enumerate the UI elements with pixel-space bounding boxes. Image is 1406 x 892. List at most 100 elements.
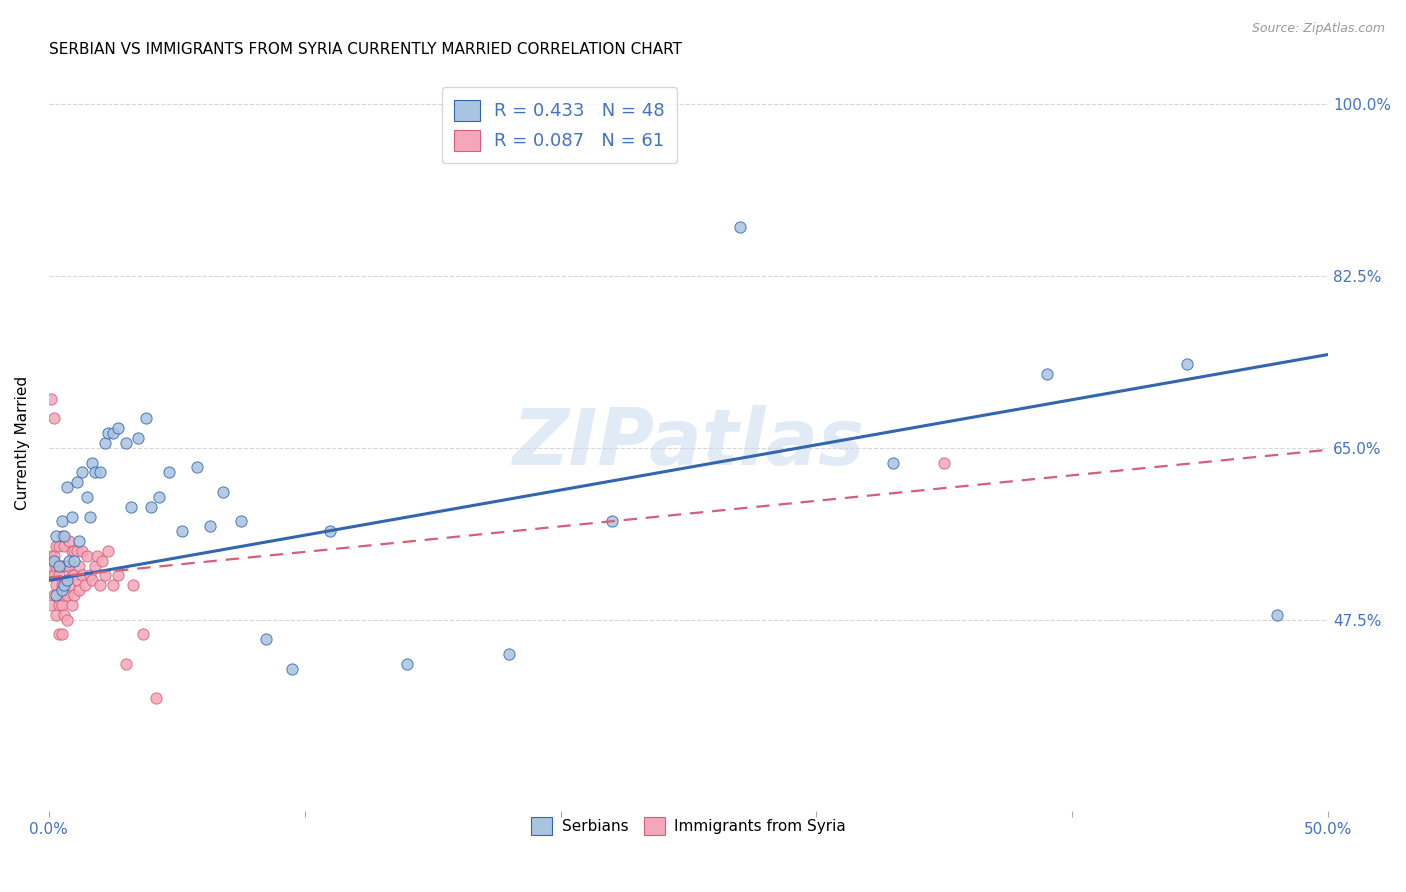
Point	[70, 544, 93, 558]
Point	[42, 549, 65, 563]
Point	[1035, 367, 1057, 381]
Point	[53, 529, 76, 543]
Point	[48, 627, 70, 641]
Point	[60, 568, 83, 582]
Point	[229, 515, 252, 529]
Point	[82, 574, 104, 588]
Point	[69, 534, 91, 549]
Point	[728, 219, 751, 234]
Point	[55, 574, 77, 588]
Point	[70, 568, 93, 582]
Point	[69, 558, 91, 573]
Point	[60, 598, 83, 612]
Point	[79, 509, 101, 524]
Point	[70, 466, 93, 480]
Point	[42, 554, 65, 568]
Point	[51, 558, 73, 573]
Point	[157, 466, 180, 480]
Point	[39, 598, 62, 612]
Point	[42, 588, 65, 602]
Point	[42, 568, 65, 582]
Point	[101, 578, 124, 592]
Point	[89, 578, 111, 592]
Point	[76, 549, 98, 563]
Point	[51, 515, 73, 529]
Point	[94, 436, 117, 450]
Point	[120, 500, 142, 514]
Point	[69, 583, 91, 598]
Point	[83, 466, 105, 480]
Point	[82, 456, 104, 470]
Point	[51, 627, 73, 641]
Point	[45, 578, 67, 592]
Point	[79, 568, 101, 582]
Point	[53, 539, 76, 553]
Point	[135, 411, 157, 425]
Point	[114, 436, 136, 450]
Point	[45, 558, 67, 573]
Point	[281, 662, 304, 676]
Point	[319, 524, 342, 539]
Point	[55, 613, 77, 627]
Point	[55, 588, 77, 602]
Point	[107, 421, 129, 435]
Point	[934, 456, 956, 470]
Point	[97, 426, 120, 441]
Point	[97, 544, 120, 558]
Point	[63, 554, 86, 568]
Point	[53, 578, 76, 592]
Point	[55, 558, 77, 573]
Point	[45, 607, 67, 622]
Point	[60, 509, 83, 524]
Point	[53, 588, 76, 602]
Point	[498, 647, 520, 661]
Point	[63, 588, 86, 602]
Point	[63, 544, 86, 558]
Point	[51, 529, 73, 543]
Point	[66, 574, 89, 588]
Point	[51, 583, 73, 598]
Point	[39, 392, 62, 406]
Point	[58, 534, 80, 549]
Point	[139, 500, 162, 514]
Point	[66, 544, 89, 558]
Text: Source: ZipAtlas.com: Source: ZipAtlas.com	[1251, 22, 1385, 36]
Point	[58, 554, 80, 568]
Point	[101, 426, 124, 441]
Point	[148, 490, 170, 504]
Point	[114, 657, 136, 671]
Legend: Serbians, Immigrants from Syria: Serbians, Immigrants from Syria	[522, 808, 855, 844]
Text: ZIPatlas: ZIPatlas	[512, 405, 865, 481]
Point	[53, 558, 76, 573]
Point	[73, 578, 96, 592]
Point	[45, 539, 67, 553]
Point	[48, 539, 70, 553]
Point	[1177, 357, 1199, 371]
Point	[58, 578, 80, 592]
Point	[170, 524, 193, 539]
Point	[51, 578, 73, 592]
Point	[45, 529, 67, 543]
Point	[94, 568, 117, 582]
Point	[89, 466, 111, 480]
Point	[132, 627, 155, 641]
Point	[882, 456, 904, 470]
Point	[395, 657, 418, 671]
Text: SERBIAN VS IMMIGRANTS FROM SYRIA CURRENTLY MARRIED CORRELATION CHART: SERBIAN VS IMMIGRANTS FROM SYRIA CURRENT…	[49, 42, 682, 57]
Point	[127, 431, 149, 445]
Point	[91, 554, 114, 568]
Point	[48, 598, 70, 612]
Point	[1265, 607, 1288, 622]
Point	[600, 515, 623, 529]
Point	[145, 691, 167, 706]
Point	[254, 632, 277, 647]
Point	[51, 598, 73, 612]
Point	[48, 568, 70, 582]
Point	[86, 549, 108, 563]
Point	[48, 558, 70, 573]
Point	[122, 578, 145, 592]
Point	[53, 607, 76, 622]
Point	[58, 558, 80, 573]
Point	[198, 519, 221, 533]
Point	[186, 460, 208, 475]
